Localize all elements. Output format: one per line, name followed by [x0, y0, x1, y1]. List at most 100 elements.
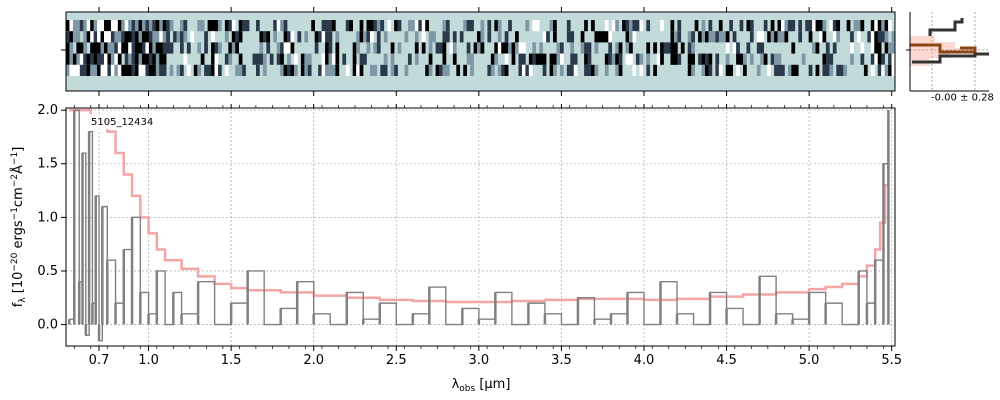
heatmap-cell	[629, 53, 633, 65]
heatmap-cell	[874, 31, 879, 43]
heatmap-cell	[805, 20, 809, 32]
heatmap-cell	[515, 31, 519, 43]
heatmap-cell	[656, 53, 661, 65]
heatmap-cell	[501, 64, 505, 76]
heatmap-cell	[266, 31, 271, 43]
heatmap-cell	[290, 31, 295, 43]
heatmap-cell	[584, 64, 588, 76]
heatmap-cell	[739, 20, 744, 32]
heatmap-cell	[749, 53, 754, 65]
heatmap-cell	[107, 20, 112, 32]
heatmap-cell	[428, 31, 433, 43]
heatmap-cell	[836, 64, 841, 76]
heatmap-cell	[214, 42, 219, 54]
heatmap-cell	[304, 64, 309, 76]
heatmap-cell	[235, 42, 240, 54]
heatmap-cell	[825, 53, 830, 65]
heatmap-cell	[138, 42, 143, 54]
heatmap-cell	[725, 42, 730, 54]
heatmap-cell	[559, 53, 564, 65]
heatmap-cell	[518, 42, 523, 54]
heatmap-cell	[687, 64, 692, 76]
heatmap-cell	[815, 64, 820, 76]
heatmap-cell	[110, 20, 115, 32]
x-tick-label: 0.7	[89, 353, 110, 368]
heatmap-cell	[90, 20, 94, 32]
heatmap-cell	[425, 64, 429, 76]
heatmap-cell	[93, 20, 98, 32]
heatmap-cell	[791, 20, 796, 32]
spatial-profile-line	[912, 52, 989, 64]
heatmap-cell	[262, 53, 267, 65]
heatmap-cell	[670, 53, 675, 65]
heatmap-cell	[76, 20, 81, 32]
heatmap-cell	[217, 42, 222, 54]
heatmap-cell	[114, 31, 119, 43]
heatmap-cell	[597, 31, 602, 43]
heatmap-cell	[725, 31, 730, 43]
heatmap-cell	[359, 53, 364, 65]
heatmap-cell	[421, 31, 426, 43]
heatmap-cell	[618, 53, 623, 65]
heatmap-cell	[283, 42, 288, 54]
heatmap-cell	[86, 64, 91, 76]
heatmap-cell	[110, 42, 115, 54]
heatmap-cell	[767, 31, 771, 43]
heatmap-cell	[186, 42, 191, 54]
heatmap-cell	[97, 53, 101, 65]
flux-step-line	[69, 109, 890, 342]
heatmap-cell	[214, 20, 219, 32]
heatmap-cell	[891, 42, 896, 54]
heatmap-cell	[739, 53, 744, 65]
heatmap-cell	[466, 53, 471, 65]
heatmap-cell	[117, 31, 122, 43]
heatmap-cell	[287, 31, 291, 43]
heatmap-cell	[283, 31, 288, 43]
heatmap-cell	[266, 42, 271, 54]
heatmap-cell	[366, 42, 371, 54]
heatmap-cell	[691, 53, 695, 65]
heatmap-cell	[155, 31, 160, 43]
heatmap-cell	[280, 53, 284, 65]
heatmap-cell	[356, 31, 360, 43]
heatmap-cell	[715, 64, 720, 76]
heatmap-cell	[746, 42, 751, 54]
heatmap-cell	[532, 53, 537, 65]
heatmap-cell	[117, 20, 122, 32]
heatmap-cell	[414, 20, 419, 32]
heatmap-cell	[421, 20, 426, 32]
plot-area	[66, 108, 895, 346]
heatmap-cell	[97, 42, 101, 54]
heatmap-cell	[148, 31, 153, 43]
heatmap-cell	[732, 31, 737, 43]
heatmap-cell	[439, 42, 443, 54]
heatmap-cell	[812, 20, 816, 32]
spatial-profile-line	[910, 43, 977, 54]
heatmap-cell	[414, 31, 419, 43]
heatmap-cell	[535, 20, 540, 32]
heatmap-cell	[442, 53, 447, 65]
heatmap-cell	[117, 42, 122, 54]
heatmap-cell	[591, 20, 595, 32]
spectrum-1d-panel: 0.7 1.0 1.5 2.0 2.5 3.0 3.5 4.0 4.5 5.0 5.5 0.0 0.5…	[10, 103, 902, 394]
heatmap-cell	[691, 31, 695, 43]
heatmap-cell	[680, 42, 685, 54]
heatmap-cell	[736, 64, 740, 76]
heatmap-cell	[124, 31, 129, 43]
heatmap-cell	[760, 42, 765, 54]
heatmap-cell	[573, 64, 578, 76]
heatmap-cell	[90, 53, 94, 65]
heatmap-cell	[103, 42, 108, 54]
heatmap-cell	[787, 64, 792, 76]
heatmap-cell	[345, 64, 350, 76]
y-tick-label: 0.0	[37, 318, 58, 333]
heatmap-cell	[224, 53, 229, 65]
heatmap-cell	[290, 64, 295, 76]
heatmap-cell	[79, 53, 84, 65]
x-axis-label: λobs [μm]	[452, 377, 511, 394]
heatmap-cell	[366, 20, 371, 32]
heatmap-cell	[884, 31, 889, 43]
x-tick-label: 4.0	[634, 353, 655, 368]
heatmap-cell	[425, 20, 429, 32]
heatmap-cell	[159, 64, 164, 76]
